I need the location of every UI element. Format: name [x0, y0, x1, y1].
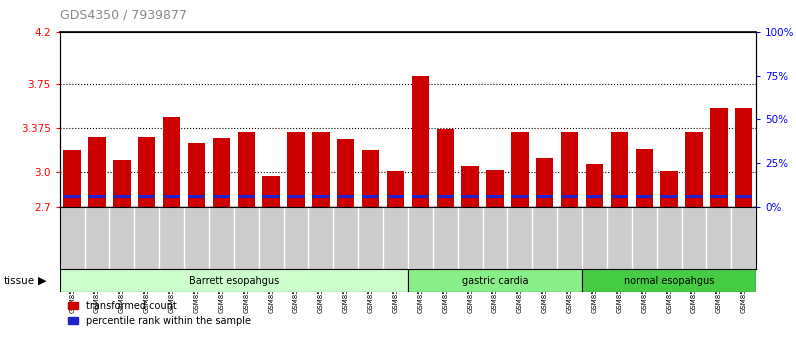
Bar	[582, 269, 756, 292]
Text: GDS4350 / 7939877: GDS4350 / 7939877	[60, 9, 187, 22]
Bar	[312, 195, 330, 198]
Bar	[586, 195, 603, 198]
Legend: transformed count, percentile rank within the sample: transformed count, percentile rank withi…	[64, 297, 255, 330]
Bar	[188, 143, 205, 207]
Bar	[511, 132, 529, 207]
Bar	[710, 195, 728, 198]
Bar	[611, 132, 628, 207]
Bar	[408, 269, 582, 292]
Bar	[213, 195, 230, 198]
Bar	[362, 150, 380, 207]
Bar	[611, 195, 628, 198]
Text: gastric cardia: gastric cardia	[462, 275, 529, 286]
Bar	[511, 195, 529, 198]
Bar	[661, 171, 678, 207]
Bar	[287, 195, 305, 198]
Bar	[237, 195, 255, 198]
Bar	[710, 108, 728, 207]
Bar	[561, 132, 579, 207]
Bar	[237, 132, 255, 207]
Bar	[387, 171, 404, 207]
Bar	[263, 176, 280, 207]
Bar	[685, 195, 703, 198]
Bar	[586, 164, 603, 207]
Text: normal esopahgus: normal esopahgus	[624, 275, 714, 286]
Bar	[436, 195, 454, 198]
Bar	[188, 195, 205, 198]
Bar	[661, 195, 678, 198]
Bar	[486, 170, 504, 207]
Bar	[88, 137, 106, 207]
Bar	[213, 138, 230, 207]
Bar	[412, 76, 429, 207]
Bar	[163, 195, 181, 198]
Bar	[287, 132, 305, 207]
Bar	[337, 195, 354, 198]
Bar	[536, 158, 553, 207]
Bar	[88, 195, 106, 198]
Bar	[138, 195, 155, 198]
Bar	[412, 195, 429, 198]
Bar	[387, 195, 404, 198]
Bar	[163, 117, 181, 207]
Bar	[735, 108, 752, 207]
Bar	[536, 195, 553, 198]
Bar	[138, 137, 155, 207]
Bar	[362, 195, 380, 198]
Text: tissue: tissue	[4, 275, 35, 286]
Bar	[462, 195, 479, 198]
Bar	[113, 160, 131, 207]
Bar	[436, 129, 454, 207]
Bar	[635, 149, 653, 207]
Bar	[64, 195, 81, 198]
Text: ▶: ▶	[38, 275, 47, 286]
Bar	[337, 139, 354, 207]
Bar	[462, 166, 479, 207]
Bar	[685, 132, 703, 207]
Bar	[60, 269, 408, 292]
Bar	[486, 195, 504, 198]
Bar	[561, 195, 579, 198]
Bar	[312, 132, 330, 207]
Bar	[735, 195, 752, 198]
Text: Barrett esopahgus: Barrett esopahgus	[189, 275, 279, 286]
Bar	[64, 150, 81, 207]
Bar	[263, 195, 280, 198]
Bar	[635, 195, 653, 198]
Bar	[113, 195, 131, 198]
